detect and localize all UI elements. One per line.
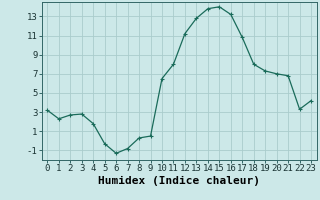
X-axis label: Humidex (Indice chaleur): Humidex (Indice chaleur) <box>98 176 260 186</box>
